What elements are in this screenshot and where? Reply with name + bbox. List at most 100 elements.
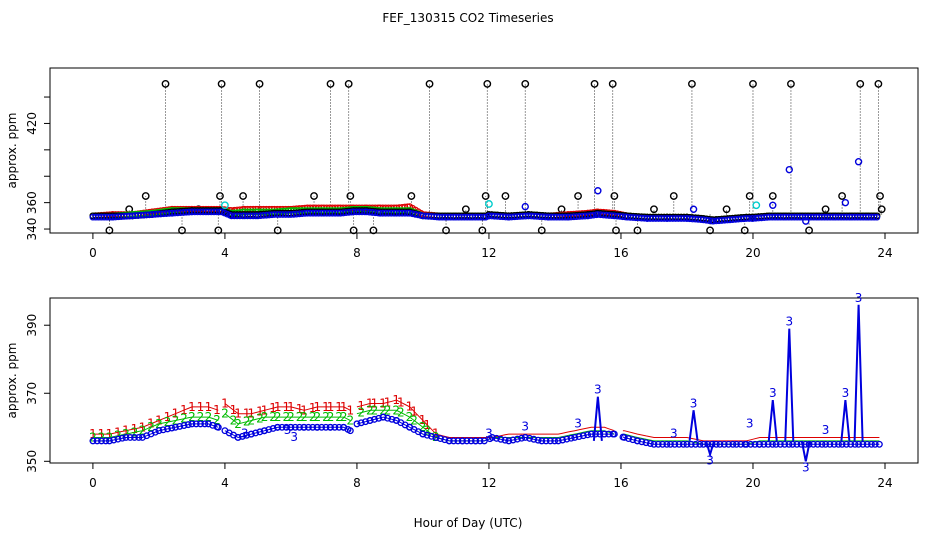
green-point-label: 2 (274, 410, 282, 424)
blue-point (842, 440, 850, 448)
blue-point (650, 440, 658, 448)
red-point-label: 1 (155, 413, 163, 427)
blue-point (168, 424, 176, 432)
blue-point (370, 415, 378, 423)
blue-series (89, 413, 883, 448)
blue-point (269, 425, 277, 432)
blue-point (663, 440, 671, 448)
green-point-label: 2 (357, 406, 365, 420)
red-point-label: 1 (164, 410, 172, 424)
red-point-label: 1 (197, 400, 205, 414)
blue-point (546, 437, 554, 445)
blue-point (184, 421, 192, 429)
blue-point (554, 437, 562, 445)
red-point-label: 1 (114, 425, 122, 439)
green-point-label: 2 (213, 413, 221, 427)
blue-point (171, 423, 179, 431)
blue-point (252, 212, 260, 220)
green-point-label: 2 (282, 410, 290, 424)
blue-point (505, 437, 513, 445)
x-tick-label: 12 (481, 476, 496, 490)
spike-point (344, 79, 353, 88)
red-point-label: 1 (122, 424, 130, 438)
blue-spike-label: 3 (785, 315, 793, 329)
x-tick-label: 8 (353, 476, 361, 490)
blue-point (638, 438, 646, 446)
blue-point (610, 430, 618, 438)
blue-point-label: 3 (670, 426, 678, 440)
blue-point (567, 434, 575, 442)
blue-point (863, 440, 871, 448)
red-point-label: 1 (261, 403, 269, 417)
blue-point (362, 418, 369, 426)
blue-point (239, 212, 247, 220)
green-point-label: 2 (406, 410, 414, 424)
blue-point (472, 437, 480, 445)
x-axis: 0 4 8 12 16 20 24 (89, 463, 893, 490)
blue-point (197, 420, 204, 428)
blue-point (423, 431, 431, 439)
blue-point (530, 435, 538, 443)
blue-point (716, 440, 724, 448)
green-point-label: 2 (309, 410, 317, 424)
blue-point (476, 437, 484, 445)
blue-point (620, 434, 628, 441)
plot-frame (49, 297, 919, 464)
blue-extra-point (854, 158, 863, 166)
red-point-label: 1 (296, 402, 304, 416)
blue-point (450, 437, 458, 445)
red-point-label: 1 (327, 400, 335, 414)
blue-point (114, 435, 122, 443)
spike-point (349, 226, 358, 235)
blue-point (432, 434, 440, 441)
green-point-label: 2 (296, 410, 304, 424)
blue-point (164, 425, 171, 433)
x-tick-label: 24 (877, 476, 892, 490)
spike-point (481, 192, 490, 200)
green-point-label: 2 (392, 403, 400, 417)
blue-point (501, 436, 509, 444)
green-line (224, 413, 351, 425)
blue-point (282, 423, 290, 431)
y-axis: 350 370 390 (25, 314, 50, 473)
blue-point-label: 3 (241, 426, 249, 440)
spike-point (688, 79, 696, 88)
red-point-label: 1 (392, 393, 400, 407)
blue-extra-series (521, 158, 863, 225)
x-axis: 0 4 8 12 16 20 24 (89, 233, 893, 260)
blue-point (769, 440, 776, 448)
spike-point (217, 79, 226, 88)
green-point-label: 2 (234, 417, 242, 431)
blue-point (256, 428, 264, 436)
blue-point (180, 422, 188, 429)
spike-point (239, 192, 247, 200)
blue-point-label: 3 (746, 416, 754, 430)
x-tick-label: 0 (89, 246, 97, 260)
blue-point (625, 435, 633, 443)
red-point-label: 1 (419, 413, 427, 427)
blue-point (89, 437, 97, 445)
blue-point (309, 423, 317, 431)
x-tick-label: 24 (877, 246, 892, 260)
y-tick-label: 390 (25, 314, 39, 337)
blue-point (300, 423, 308, 431)
blue-spike-line (705, 440, 716, 459)
red-point-label: 1 (366, 397, 374, 411)
blue-point (538, 437, 546, 445)
blue-point-label: 3 (485, 426, 493, 440)
blue-point (247, 430, 255, 438)
cyan-series (221, 200, 761, 210)
red-point-label: 1 (384, 395, 392, 409)
blue-point (488, 434, 496, 441)
blue-point (847, 440, 855, 448)
blue-point (793, 440, 801, 448)
spike-point (537, 226, 546, 235)
blue-point (357, 419, 365, 427)
blue-point (105, 437, 113, 445)
green-point-label: 2 (261, 410, 269, 424)
green-point-label: 2 (287, 410, 295, 424)
blue-point (687, 440, 695, 448)
red-point-label: 1 (221, 396, 229, 410)
blue-point (252, 429, 260, 437)
spike-point (877, 205, 886, 214)
